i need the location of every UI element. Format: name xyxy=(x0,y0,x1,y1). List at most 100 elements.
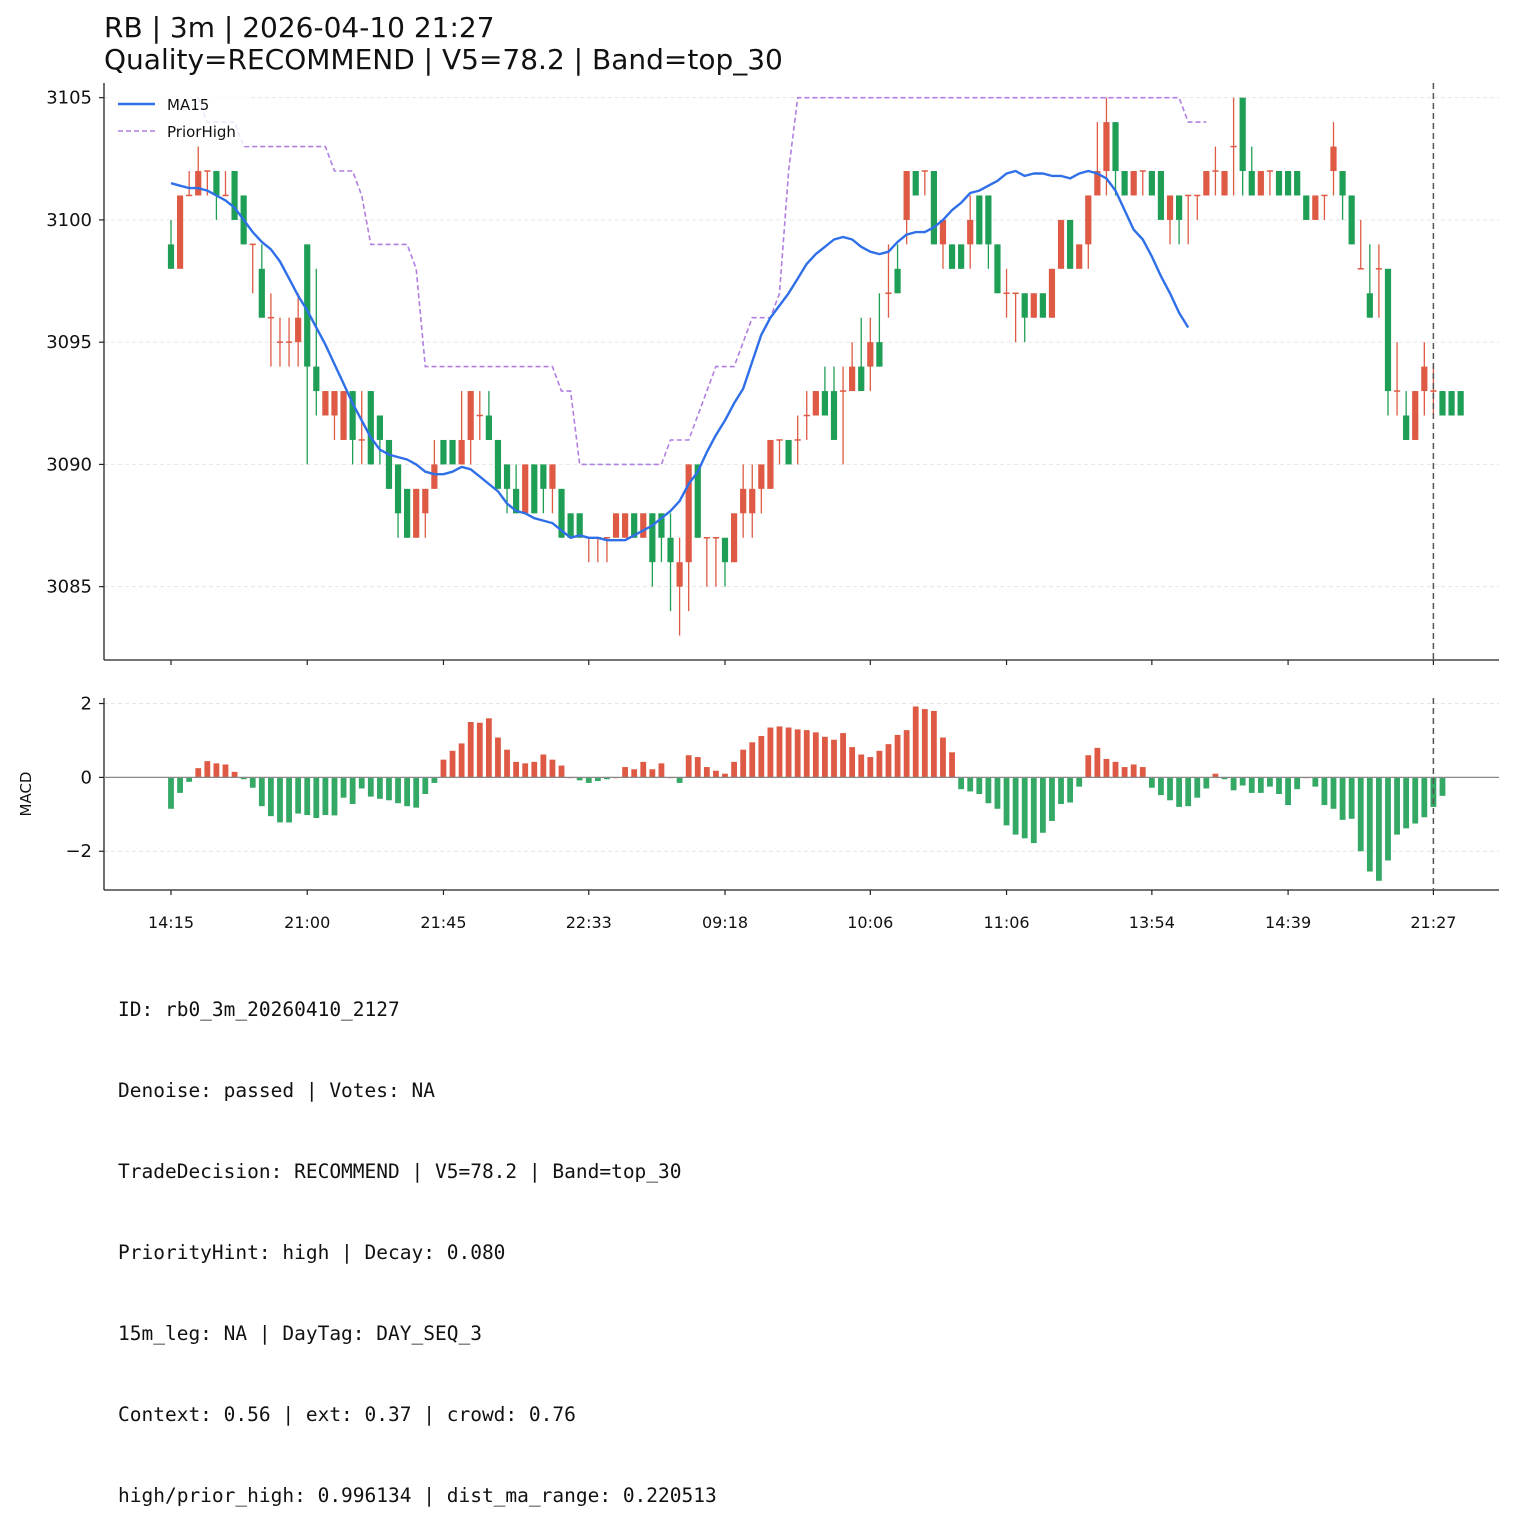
candle xyxy=(1067,219,1074,269)
macd-bar xyxy=(1339,777,1346,820)
macd-bar xyxy=(622,767,628,778)
macd-bar xyxy=(249,777,256,788)
macd-bar xyxy=(186,777,193,782)
info-line-priority: PriorityHint: high | Decay: 0.080 xyxy=(118,1241,506,1264)
macd-bar xyxy=(231,771,238,778)
candle xyxy=(531,464,538,514)
candle xyxy=(1048,268,1056,318)
candle xyxy=(921,170,928,196)
macd-y-axis-label: MACD xyxy=(17,772,35,817)
candle-body xyxy=(894,268,901,294)
candle xyxy=(1266,170,1274,196)
candle-body xyxy=(558,488,565,538)
macd-bar xyxy=(1330,777,1337,809)
macd-bar xyxy=(1021,777,1028,839)
macd-gridlines xyxy=(104,703,1499,852)
candle xyxy=(1130,171,1137,196)
ma15-line xyxy=(170,169,1190,542)
candle-body xyxy=(1421,366,1428,392)
macd-bar xyxy=(349,777,356,804)
candle xyxy=(658,513,665,563)
candle xyxy=(667,513,674,612)
macd-bar xyxy=(440,759,447,778)
candle-body xyxy=(1176,195,1183,220)
candle xyxy=(749,464,756,538)
candle xyxy=(1339,171,1346,220)
candle-body xyxy=(1266,170,1274,172)
macd-bar xyxy=(876,750,883,778)
macd-bar xyxy=(1221,777,1228,780)
macd-bar xyxy=(676,777,683,783)
macd-bar xyxy=(495,737,501,778)
candle-body xyxy=(612,513,620,538)
candle-body xyxy=(322,391,329,416)
candle-body xyxy=(1185,194,1192,197)
candle-body xyxy=(740,488,747,514)
macd-bar xyxy=(168,777,174,809)
macd-bar xyxy=(758,736,765,778)
price-gridlines xyxy=(104,97,1499,588)
macd-bar xyxy=(1385,777,1391,861)
candle-body xyxy=(1003,292,1010,295)
candle xyxy=(894,244,901,294)
candle xyxy=(1284,171,1292,196)
candle-body xyxy=(1039,293,1046,318)
candle xyxy=(322,391,329,416)
candle xyxy=(812,391,819,416)
candle xyxy=(1085,195,1092,269)
legend-ma15-label: MA15 xyxy=(167,96,209,114)
candle xyxy=(1121,171,1128,196)
candle-body xyxy=(703,537,710,539)
macd-bar xyxy=(749,742,756,778)
macd-bar xyxy=(1076,777,1083,787)
candle xyxy=(1148,171,1155,196)
candle-body xyxy=(1312,195,1319,220)
candle-body xyxy=(1121,171,1128,196)
candle xyxy=(776,439,783,465)
macd-bar xyxy=(1112,761,1119,778)
candle-body xyxy=(1275,171,1283,196)
candle xyxy=(1021,293,1028,343)
candle xyxy=(758,464,765,514)
macd-bar xyxy=(976,777,983,794)
candle xyxy=(1094,122,1101,196)
macd-y-tick-label: −2 xyxy=(65,841,92,862)
macd-bar xyxy=(713,770,719,778)
candle-body xyxy=(622,513,629,538)
candle xyxy=(394,464,402,538)
candle xyxy=(958,244,965,269)
candle xyxy=(276,317,284,367)
chart-canvas: 3085 3090 3095 3100 3105 −2 0 2 MACD 14:15 21:00 21… xyxy=(17,83,1499,932)
candle xyxy=(676,537,683,636)
candle xyxy=(1076,244,1083,269)
candle xyxy=(1303,195,1310,220)
macd-bar xyxy=(812,732,819,778)
x-tick-label: 13:54 xyxy=(1129,913,1175,932)
candle xyxy=(1157,171,1165,220)
macd-y-tick-label: 2 xyxy=(81,694,92,715)
candle-body xyxy=(976,195,983,245)
candle-body xyxy=(313,366,320,392)
macd-bar xyxy=(1130,764,1137,778)
macd-bar xyxy=(513,761,520,778)
candle xyxy=(340,391,347,440)
candle-body xyxy=(1366,293,1373,318)
x-tick-label: 21:00 xyxy=(284,913,330,932)
candle xyxy=(685,464,692,612)
macd-bar xyxy=(1185,777,1192,807)
macd-bar xyxy=(1357,777,1364,852)
candle-body xyxy=(267,316,275,319)
candle-body xyxy=(776,439,783,441)
macd-bar xyxy=(785,727,792,778)
candle-body xyxy=(1303,195,1310,220)
macd-bar xyxy=(449,750,456,778)
candle xyxy=(258,244,265,318)
candle xyxy=(1230,97,1237,196)
candle-body xyxy=(222,194,229,197)
candle xyxy=(1039,293,1046,318)
candle xyxy=(640,513,647,538)
macd-bar xyxy=(1267,777,1273,787)
candle xyxy=(885,244,892,318)
macd-bar xyxy=(1412,777,1419,824)
macd-bar xyxy=(1167,777,1173,801)
